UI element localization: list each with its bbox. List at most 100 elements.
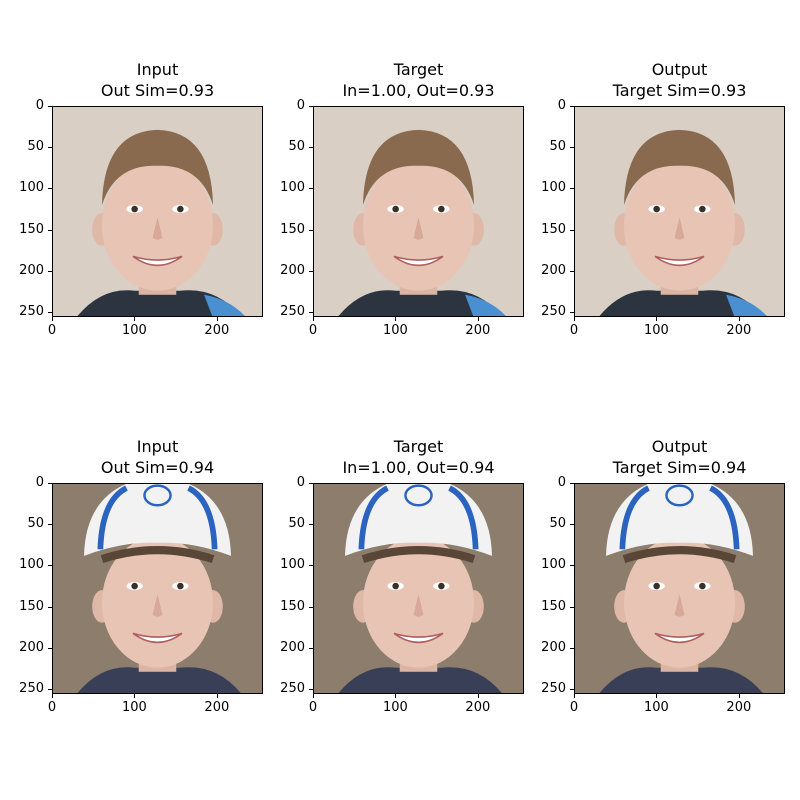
y-tick-mark bbox=[309, 229, 313, 231]
y-tick-label: 0 bbox=[296, 98, 305, 113]
y-tick-mark bbox=[48, 106, 52, 107]
x-tick-label: 200 bbox=[726, 323, 752, 338]
y-tick-mark bbox=[570, 524, 574, 526]
panel-subtitle: Target Sim=0.94 bbox=[612, 458, 747, 477]
y-tick-label: 250 bbox=[280, 304, 305, 320]
x-tick-mark bbox=[738, 317, 740, 321]
y-tick-label: 50 bbox=[27, 516, 44, 532]
y-tick-mark bbox=[309, 647, 313, 649]
face-image bbox=[53, 484, 262, 693]
x-tick-label: 0 bbox=[47, 323, 57, 338]
x-tick-mark bbox=[738, 694, 740, 698]
y-tick-mark bbox=[309, 524, 313, 526]
y-tick-mark bbox=[309, 689, 313, 691]
x-tick-label: 100 bbox=[383, 700, 408, 715]
panel-subtitle: In=1.00, Out=0.94 bbox=[342, 458, 495, 477]
x-tick-label: 100 bbox=[383, 323, 408, 338]
x-tick-label: 100 bbox=[644, 323, 669, 338]
y-tick-mark bbox=[48, 312, 52, 314]
image-frame bbox=[574, 483, 785, 694]
x-tick-label: 200 bbox=[726, 700, 752, 715]
y-tick-mark bbox=[570, 647, 574, 649]
panel-title: Output bbox=[651, 437, 708, 456]
y-tick-label: 200 bbox=[280, 639, 305, 655]
image-frame bbox=[52, 483, 263, 694]
y-tick-label: 100 bbox=[541, 180, 566, 196]
image-frame bbox=[313, 483, 524, 694]
y-tick-label: 100 bbox=[541, 557, 566, 573]
y-tick-label: 50 bbox=[549, 516, 566, 532]
y-tick-mark bbox=[570, 606, 574, 608]
y-tick-mark bbox=[48, 483, 52, 484]
y-tick-label: 200 bbox=[19, 639, 44, 655]
x-tick-mark bbox=[313, 317, 314, 321]
x-tick-mark bbox=[216, 694, 218, 698]
y-tick-mark bbox=[309, 188, 313, 190]
panel-title: Input bbox=[136, 60, 179, 79]
x-tick-label: 200 bbox=[204, 700, 230, 715]
y-tick-mark bbox=[48, 606, 52, 608]
y-tick-label: 100 bbox=[280, 557, 305, 573]
y-tick-label: 0 bbox=[296, 475, 305, 490]
y-tick-label: 200 bbox=[541, 639, 566, 655]
y-tick-mark bbox=[48, 229, 52, 231]
x-tick-label: 100 bbox=[644, 700, 669, 715]
y-tick-label: 150 bbox=[19, 598, 44, 614]
panel-title: Target bbox=[393, 437, 444, 456]
y-tick-label: 200 bbox=[541, 262, 566, 278]
y-tick-mark bbox=[48, 147, 52, 149]
y-tick-label: 150 bbox=[541, 221, 566, 237]
face-image bbox=[53, 107, 262, 316]
panel-subtitle: Out Sim=0.94 bbox=[100, 458, 215, 477]
y-tick-mark bbox=[570, 565, 574, 567]
face-image bbox=[314, 484, 523, 693]
x-tick-label: 0 bbox=[569, 323, 579, 338]
y-tick-mark bbox=[48, 647, 52, 649]
y-tick-mark bbox=[48, 565, 52, 567]
x-tick-mark bbox=[477, 317, 479, 321]
face-image bbox=[314, 107, 523, 316]
image-frame bbox=[52, 106, 263, 317]
x-tick-label: 200 bbox=[204, 323, 230, 338]
y-tick-mark bbox=[570, 147, 574, 149]
y-tick-label: 250 bbox=[541, 304, 566, 320]
x-tick-label: 100 bbox=[122, 700, 147, 715]
x-tick-mark bbox=[134, 694, 136, 698]
y-tick-label: 50 bbox=[27, 139, 44, 155]
panel-title: Output bbox=[651, 60, 708, 79]
y-tick-mark bbox=[570, 188, 574, 190]
y-tick-mark bbox=[309, 565, 313, 567]
y-tick-label: 250 bbox=[280, 681, 305, 697]
x-tick-label: 200 bbox=[465, 323, 491, 338]
y-tick-label: 200 bbox=[19, 262, 44, 278]
x-tick-label: 0 bbox=[308, 700, 318, 715]
y-tick-mark bbox=[309, 606, 313, 608]
y-tick-label: 0 bbox=[557, 98, 566, 113]
y-tick-label: 250 bbox=[19, 304, 44, 320]
y-tick-label: 50 bbox=[549, 139, 566, 155]
y-tick-mark bbox=[309, 312, 313, 314]
panel-title: Target bbox=[393, 60, 444, 79]
x-tick-label: 200 bbox=[465, 700, 491, 715]
x-tick-mark bbox=[313, 694, 314, 698]
y-tick-label: 0 bbox=[35, 475, 44, 490]
panel-title: Input bbox=[136, 437, 179, 456]
panel-subtitle: In=1.00, Out=0.93 bbox=[342, 81, 495, 100]
y-tick-label: 50 bbox=[288, 516, 305, 532]
y-tick-mark bbox=[48, 270, 52, 272]
y-tick-label: 100 bbox=[280, 180, 305, 196]
x-tick-mark bbox=[574, 317, 575, 321]
x-tick-label: 0 bbox=[308, 323, 318, 338]
panel-subtitle: Target Sim=0.93 bbox=[612, 81, 747, 100]
y-tick-mark bbox=[570, 106, 574, 107]
face-image bbox=[575, 484, 784, 693]
x-tick-mark bbox=[52, 317, 53, 321]
y-tick-label: 150 bbox=[280, 598, 305, 614]
y-tick-label: 150 bbox=[280, 221, 305, 237]
y-tick-mark bbox=[309, 270, 313, 272]
y-tick-label: 100 bbox=[19, 180, 44, 196]
y-tick-mark bbox=[309, 483, 313, 484]
y-tick-label: 200 bbox=[280, 262, 305, 278]
x-tick-mark bbox=[216, 317, 218, 321]
y-tick-mark bbox=[48, 524, 52, 526]
